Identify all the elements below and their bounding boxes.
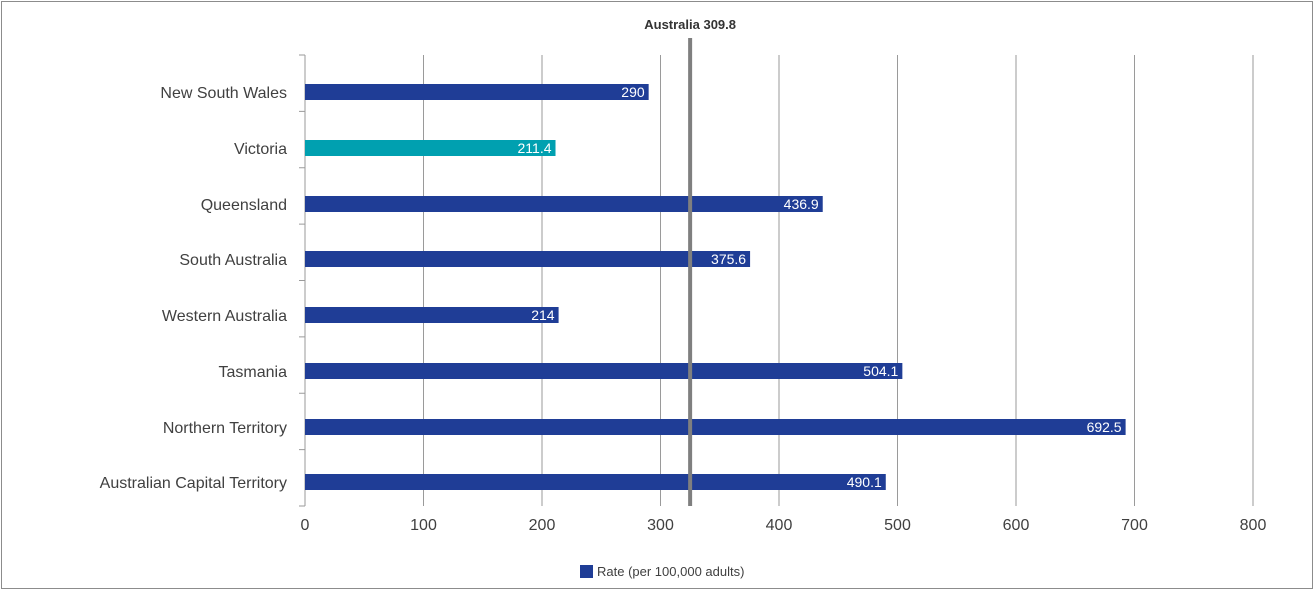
- category-label: Northern Territory: [163, 420, 287, 437]
- x-tick-label: 400: [766, 517, 793, 534]
- x-tick-label: 0: [301, 517, 310, 534]
- x-tick-label: 700: [1121, 517, 1148, 534]
- category-label: Tasmania: [219, 364, 288, 381]
- data-label: 436.9: [784, 196, 819, 212]
- legend-swatch: [580, 565, 593, 578]
- data-label: 211.4: [518, 140, 552, 156]
- data-label: 375.6: [711, 251, 746, 267]
- bar-queensland: [305, 196, 823, 212]
- legend: Rate (per 100,000 adults): [580, 564, 744, 579]
- x-tick-label: 600: [1003, 517, 1030, 534]
- reference-line-group: Australia 309.8: [644, 17, 736, 506]
- x-tick-label: 500: [884, 517, 911, 534]
- legend-label: Rate (per 100,000 adults): [597, 564, 744, 579]
- bar-tasmania: [305, 363, 903, 379]
- y-axis: [299, 54, 306, 507]
- data-label: 490.1: [847, 474, 882, 490]
- bars: 290 211.4 436.9 375.6 214 504.1 692.5 490.1: [305, 84, 1126, 490]
- bar-new-south-wales: [305, 84, 649, 100]
- x-tick-label: 200: [529, 517, 556, 534]
- x-tick-label: 300: [647, 517, 674, 534]
- data-label: 290: [621, 84, 645, 100]
- bar-western-australia: [305, 307, 559, 323]
- bar-australian-capital-territory: [305, 474, 886, 490]
- category-label: New South Wales: [160, 85, 287, 102]
- bar-northern-territory: [305, 419, 1126, 435]
- bar-victoria: [305, 140, 556, 156]
- category-label: South Australia: [179, 252, 287, 269]
- data-label: 214: [531, 307, 555, 323]
- data-label: 692.5: [1087, 419, 1122, 435]
- x-tick-labels: 0 100 200 300 400 500 600 700 800: [301, 517, 1267, 534]
- data-label: 504.1: [863, 363, 898, 379]
- x-tick-label: 800: [1240, 517, 1267, 534]
- category-label: Victoria: [234, 141, 287, 158]
- category-labels: New South Wales Victoria Queensland South A…: [100, 85, 287, 492]
- x-tick-label: 100: [410, 517, 437, 534]
- category-label: Western Australia: [162, 308, 287, 325]
- reference-line-label: Australia 309.8: [644, 17, 736, 32]
- bar-south-australia: [305, 251, 751, 267]
- gridlines: [423, 55, 1254, 506]
- category-label: Queensland: [201, 197, 287, 214]
- category-label: Australian Capital Territory: [100, 475, 287, 492]
